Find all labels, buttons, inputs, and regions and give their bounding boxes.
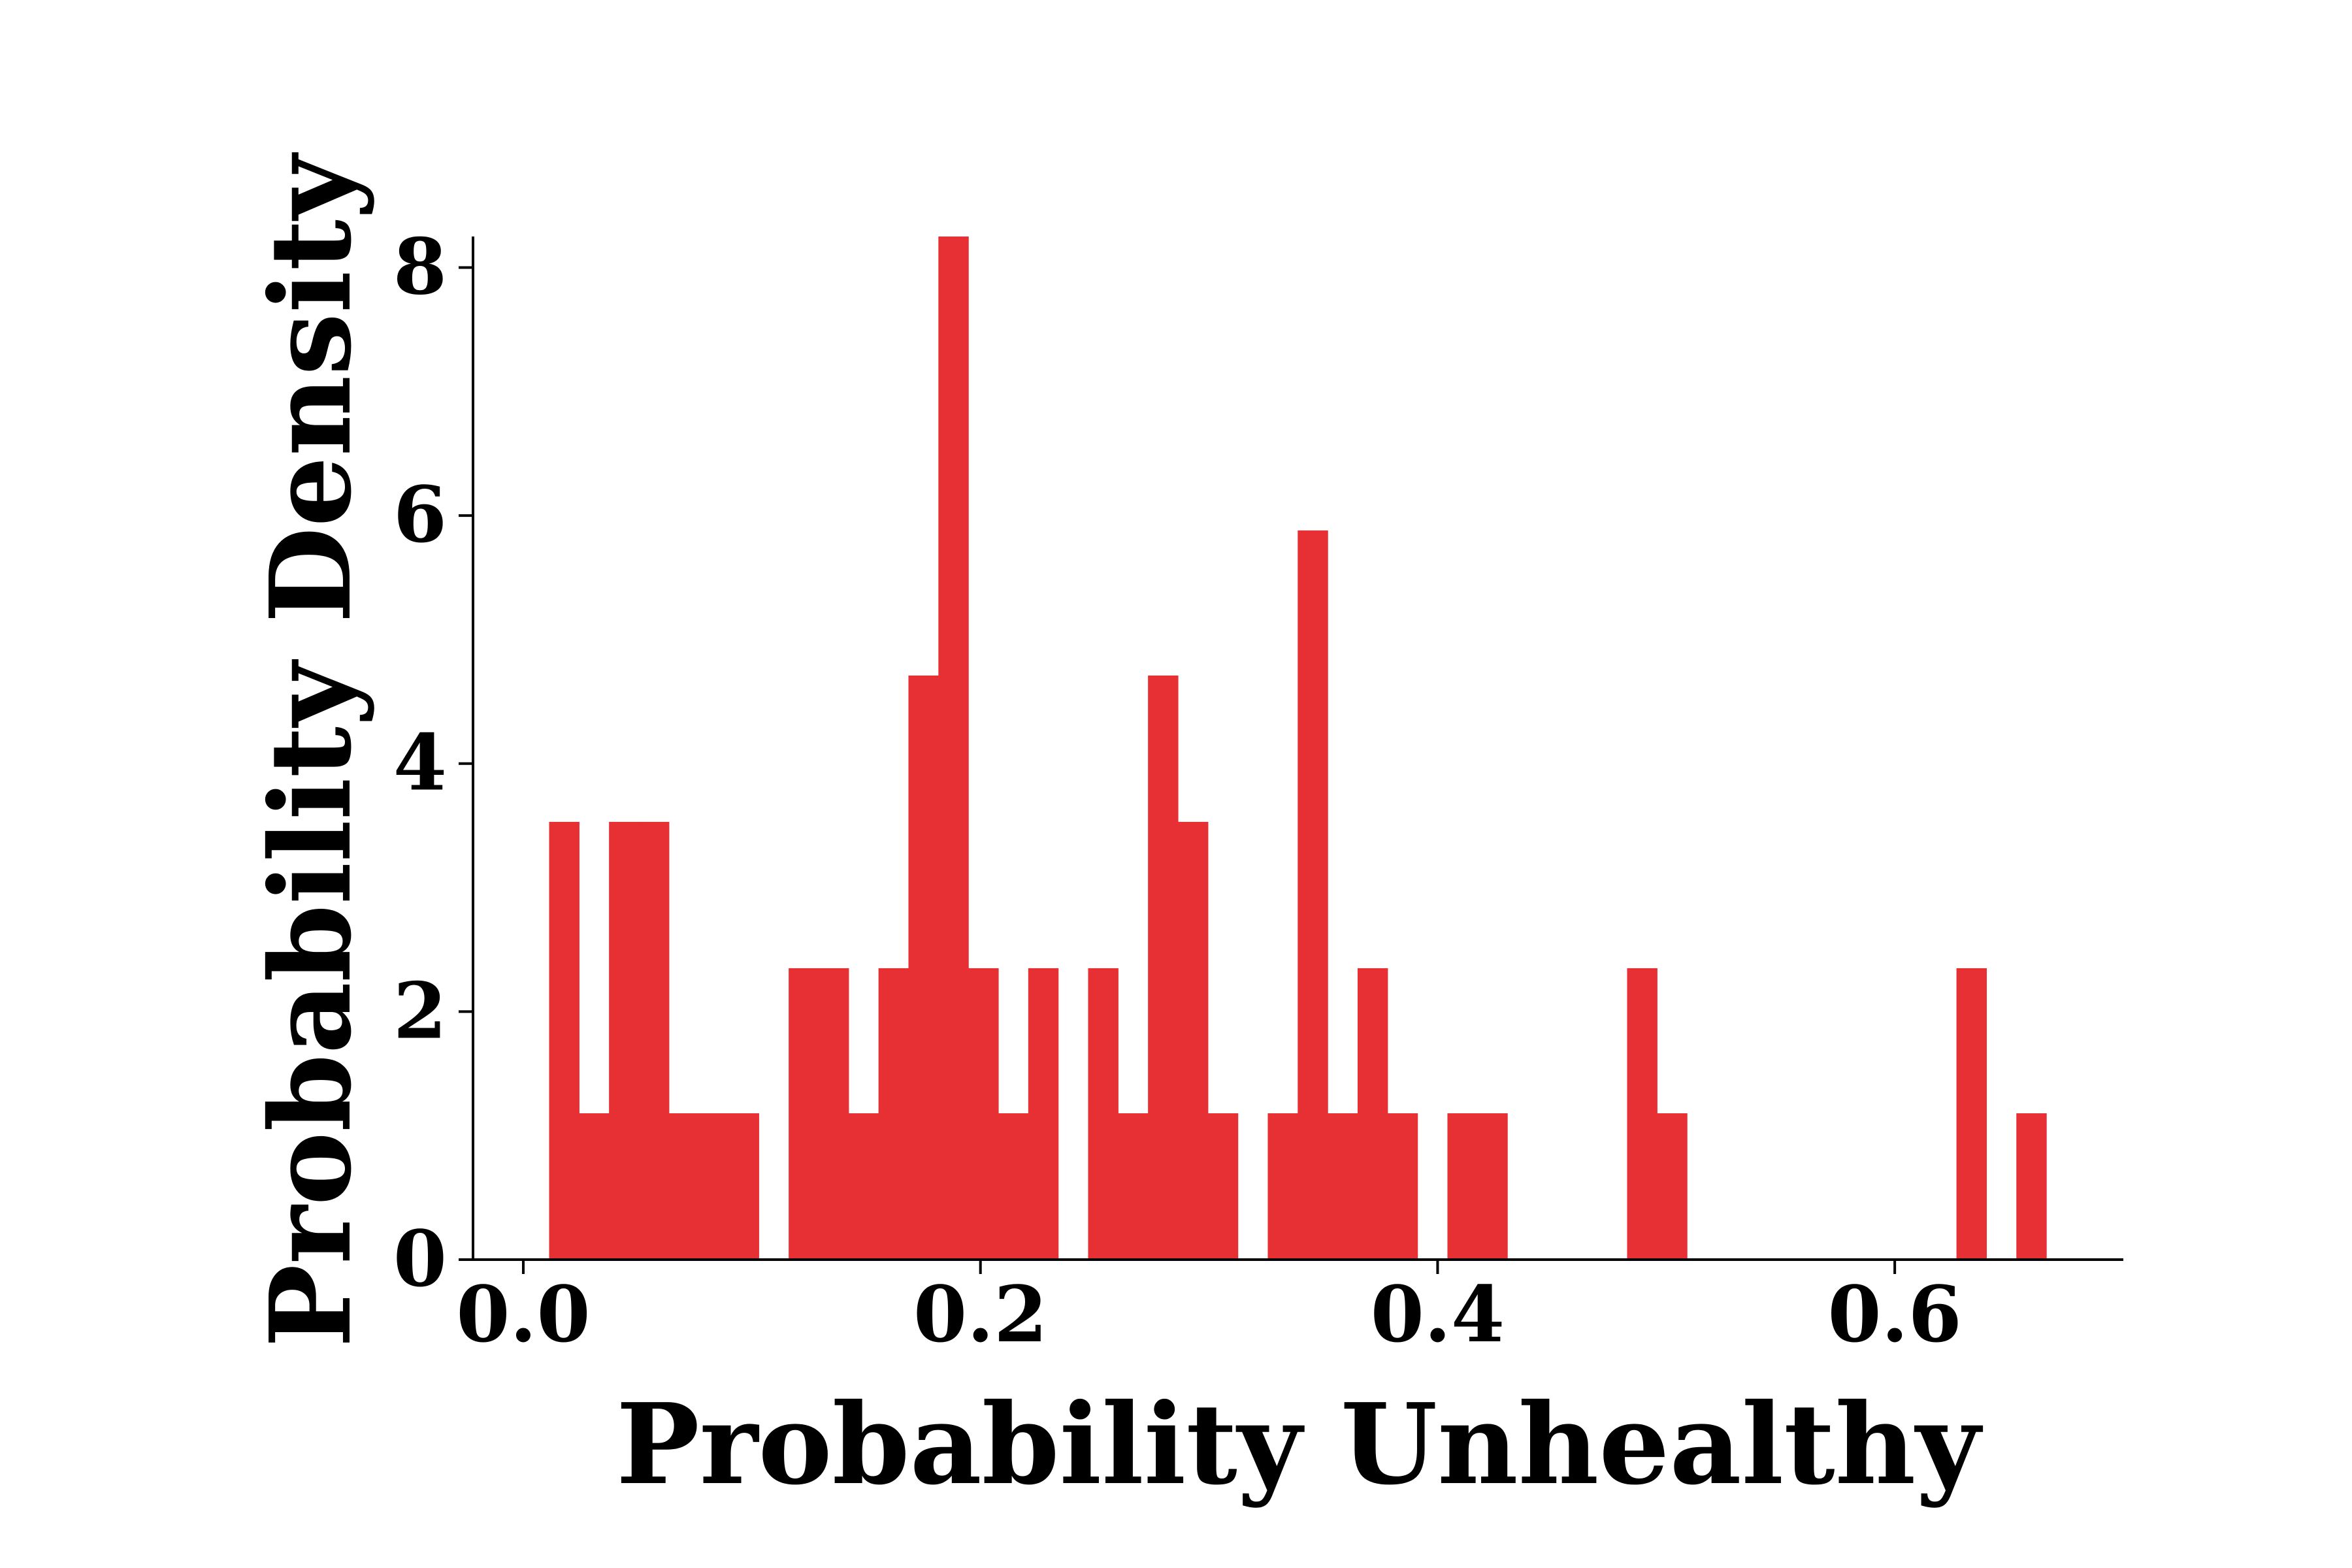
histogram-bar xyxy=(549,821,580,1260)
labels-layer: Probability Unhealthy Probability Densit… xyxy=(246,152,1983,1510)
y-tick-label: 0 xyxy=(393,1213,447,1304)
histogram-bar xyxy=(908,675,939,1260)
histogram-bar xyxy=(789,968,819,1260)
y-tick-label: 4 xyxy=(393,717,447,808)
histogram-bar xyxy=(609,821,640,1260)
histogram-bar xyxy=(938,237,969,1260)
histogram-bar xyxy=(1028,968,1059,1260)
histogram-bar xyxy=(998,1113,1029,1260)
histogram-bar xyxy=(1118,1113,1149,1260)
histogram-bar xyxy=(1328,1113,1358,1260)
histogram-bar xyxy=(579,1113,610,1260)
histogram-bar xyxy=(878,968,909,1260)
histogram-bar xyxy=(1207,1113,1239,1260)
axes-layer: 0.0 0.2 0.4 0.6 0 2 4 6 8 xyxy=(393,221,2123,1360)
y-tick-label: 6 xyxy=(393,469,447,560)
y-tick-label: 8 xyxy=(393,221,447,312)
histogram-bar xyxy=(1357,968,1388,1260)
y-axis-title: Probability Density xyxy=(246,152,376,1348)
histogram-bar xyxy=(2016,1113,2047,1260)
histogram-bar xyxy=(668,1113,700,1260)
x-tick-label: 0.0 xyxy=(456,1269,590,1360)
histogram-bar xyxy=(1387,1113,1418,1260)
y-tick-label: 2 xyxy=(393,965,447,1056)
histogram-bar xyxy=(1148,675,1179,1260)
x-tick-label: 0.4 xyxy=(1371,1269,1505,1360)
histogram-bar xyxy=(968,968,999,1260)
histogram-bar xyxy=(1657,1113,1688,1260)
x-axis-title: Probability Unhealthy xyxy=(616,1379,1983,1510)
histogram-bar xyxy=(1956,968,1987,1260)
histogram-bar xyxy=(1177,821,1209,1260)
histogram-bar xyxy=(638,821,670,1260)
histogram-bar xyxy=(848,1113,879,1260)
histogram-bar xyxy=(818,968,849,1260)
x-tick-label: 0.2 xyxy=(913,1269,1047,1360)
histogram-bar xyxy=(1298,530,1328,1260)
histogram-bar xyxy=(1477,1113,1508,1260)
histogram-bar xyxy=(1627,968,1658,1260)
histogram-bar xyxy=(1447,1113,1478,1260)
bars-layer xyxy=(549,237,2047,1260)
histogram-bar xyxy=(698,1113,730,1260)
histogram-bar xyxy=(728,1113,759,1260)
histogram-bar xyxy=(1088,968,1119,1260)
histogram-bar xyxy=(1267,1113,1298,1260)
x-tick-label: 0.6 xyxy=(1827,1269,1961,1360)
